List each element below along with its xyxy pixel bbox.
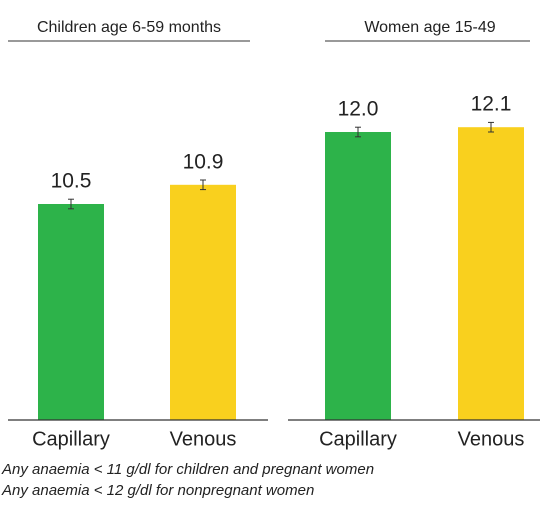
- bar: [458, 127, 524, 420]
- bar: [325, 132, 391, 420]
- note: Any anaemia < 12 g/dl for nonpregnant wo…: [1, 482, 314, 499]
- panel-title: Children age 6-59 months: [37, 19, 221, 36]
- panel-title: Women age 15-49: [364, 19, 495, 36]
- value-label: 10.5: [51, 170, 92, 193]
- value-label: 12.0: [338, 98, 379, 121]
- x-tick-label: Venous: [458, 428, 525, 450]
- value-label: 10.9: [183, 150, 224, 173]
- bar: [170, 184, 236, 420]
- x-tick-label: Capillary: [32, 428, 110, 450]
- x-tick-label: Venous: [170, 428, 237, 450]
- bar: [38, 204, 104, 420]
- value-label: 12.1: [471, 93, 512, 116]
- x-tick-label: Capillary: [319, 428, 397, 450]
- note: Any anaemia < 11 g/dl for children and p…: [1, 461, 374, 478]
